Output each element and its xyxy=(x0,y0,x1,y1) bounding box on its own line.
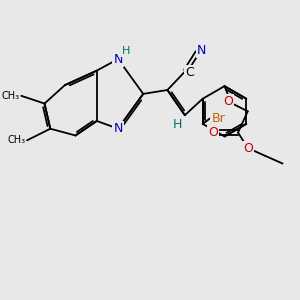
Text: H: H xyxy=(172,118,182,131)
Text: N: N xyxy=(113,52,123,65)
Text: O: O xyxy=(224,95,233,108)
Text: O: O xyxy=(208,126,218,139)
Text: Br: Br xyxy=(211,112,225,124)
Text: H: H xyxy=(122,46,130,56)
Text: CH₃: CH₃ xyxy=(1,91,20,101)
Text: N: N xyxy=(196,44,206,57)
Text: N: N xyxy=(113,122,123,135)
Text: O: O xyxy=(243,142,253,154)
Text: CH₃: CH₃ xyxy=(7,135,25,145)
Text: C: C xyxy=(185,66,194,79)
